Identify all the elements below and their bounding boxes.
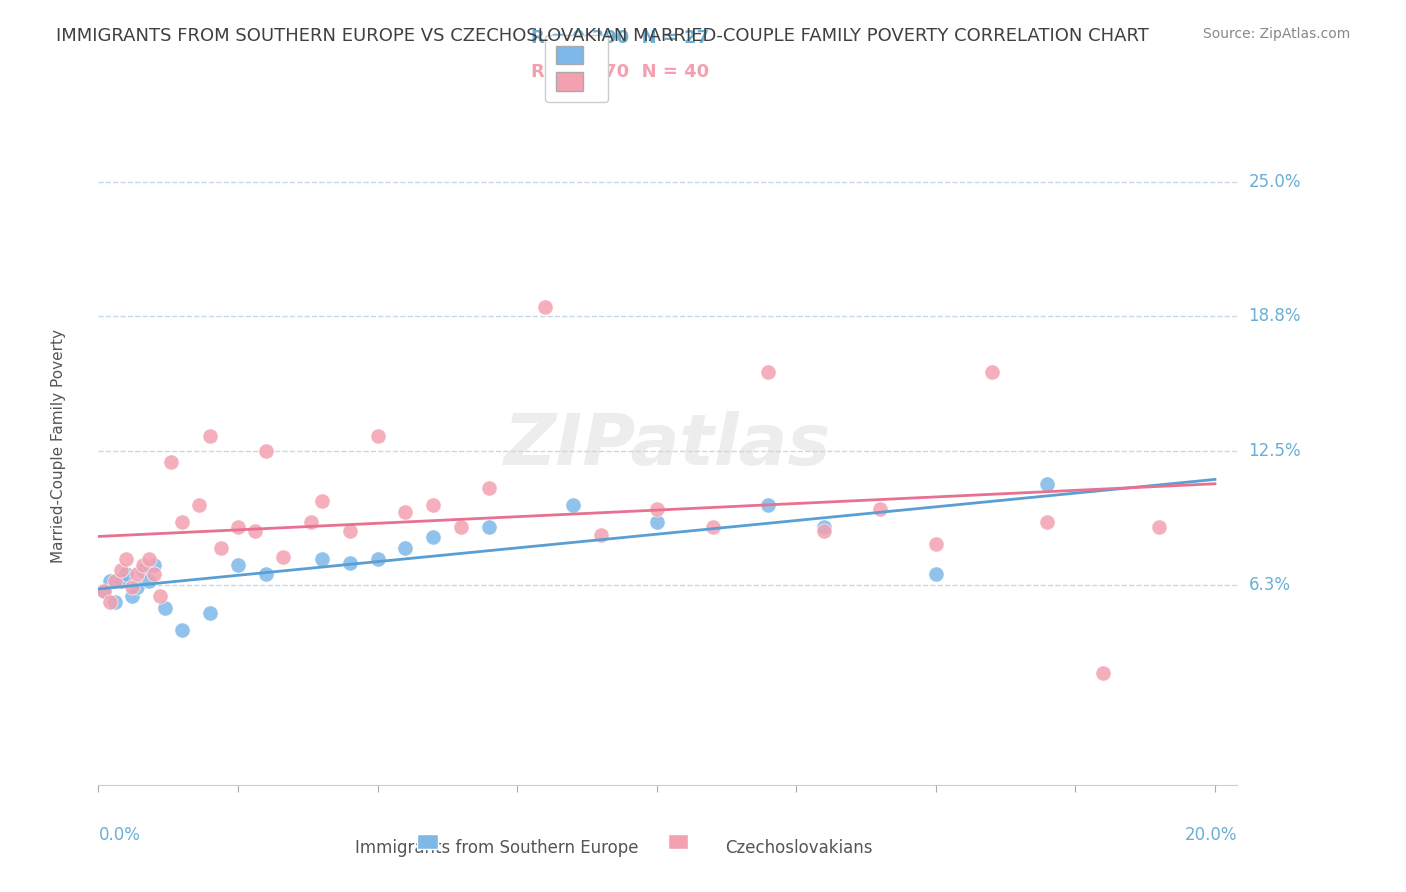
- Point: [149, 589, 172, 603]
- Point: [155, 601, 177, 615]
- Point: [110, 574, 132, 588]
- Point: [478, 519, 501, 533]
- Point: [450, 519, 472, 533]
- Point: [589, 528, 612, 542]
- Point: [339, 524, 361, 538]
- Point: [143, 558, 166, 573]
- Point: [925, 567, 948, 582]
- Point: [813, 524, 835, 538]
- Text: R = 0.390  N = 27: R = 0.390 N = 27: [531, 29, 709, 46]
- Point: [299, 516, 322, 530]
- Text: 0.0%: 0.0%: [98, 826, 141, 844]
- Point: [187, 498, 209, 512]
- Point: [1036, 516, 1059, 530]
- Point: [93, 584, 115, 599]
- Point: [138, 574, 160, 588]
- Point: [925, 537, 948, 551]
- Point: [1147, 519, 1170, 533]
- Point: [534, 300, 557, 314]
- Point: [132, 563, 155, 577]
- Point: [869, 502, 891, 516]
- Point: [93, 584, 115, 599]
- Text: Source: ZipAtlas.com: Source: ZipAtlas.com: [1202, 27, 1350, 41]
- Point: [243, 524, 266, 538]
- Point: [311, 552, 333, 566]
- Point: [209, 541, 232, 556]
- Point: [198, 429, 221, 443]
- Point: [394, 505, 416, 519]
- Text: ZIPatlas: ZIPatlas: [505, 411, 831, 481]
- Point: [121, 580, 143, 594]
- Point: [127, 567, 149, 582]
- Point: [226, 519, 249, 533]
- Point: [645, 516, 668, 530]
- FancyBboxPatch shape: [668, 834, 689, 849]
- Point: [160, 455, 183, 469]
- Point: [172, 516, 194, 530]
- Point: [367, 552, 389, 566]
- Point: [1092, 666, 1115, 681]
- Point: [756, 498, 779, 512]
- Point: [138, 552, 160, 566]
- Text: 18.8%: 18.8%: [1249, 307, 1301, 325]
- Point: [478, 481, 501, 495]
- Point: [1036, 476, 1059, 491]
- Text: 6.3%: 6.3%: [1249, 576, 1291, 594]
- Point: [311, 494, 333, 508]
- Point: [562, 498, 585, 512]
- Point: [115, 552, 138, 566]
- Point: [367, 429, 389, 443]
- Text: Married-Couple Family Poverty: Married-Couple Family Poverty: [51, 329, 66, 563]
- Point: [121, 589, 143, 603]
- Text: 25.0%: 25.0%: [1249, 173, 1301, 192]
- Point: [98, 595, 121, 609]
- Point: [271, 549, 294, 564]
- Point: [115, 567, 138, 582]
- Point: [104, 574, 127, 588]
- Point: [422, 498, 444, 512]
- Point: [143, 567, 166, 582]
- Point: [394, 541, 416, 556]
- Point: [254, 444, 277, 458]
- Text: Czechoslovakians: Czechoslovakians: [725, 839, 872, 857]
- Text: IMMIGRANTS FROM SOUTHERN EUROPE VS CZECHOSLOVAKIAN MARRIED-COUPLE FAMILY POVERTY: IMMIGRANTS FROM SOUTHERN EUROPE VS CZECH…: [56, 27, 1149, 45]
- Point: [172, 623, 194, 637]
- Legend: , : ,: [546, 35, 609, 103]
- Text: Immigrants from Southern Europe: Immigrants from Southern Europe: [356, 839, 638, 857]
- FancyBboxPatch shape: [418, 834, 437, 849]
- Text: 12.5%: 12.5%: [1249, 442, 1301, 460]
- Point: [702, 519, 724, 533]
- Point: [110, 563, 132, 577]
- Point: [813, 519, 835, 533]
- Point: [198, 606, 221, 620]
- Point: [422, 531, 444, 545]
- Point: [254, 567, 277, 582]
- Point: [980, 365, 1002, 379]
- Point: [127, 580, 149, 594]
- Point: [98, 574, 121, 588]
- Point: [339, 556, 361, 570]
- Point: [226, 558, 249, 573]
- Point: [756, 365, 779, 379]
- Text: R = 0.270  N = 40: R = 0.270 N = 40: [531, 62, 709, 80]
- Point: [645, 502, 668, 516]
- Point: [104, 595, 127, 609]
- Text: 20.0%: 20.0%: [1185, 826, 1237, 844]
- Point: [132, 558, 155, 573]
